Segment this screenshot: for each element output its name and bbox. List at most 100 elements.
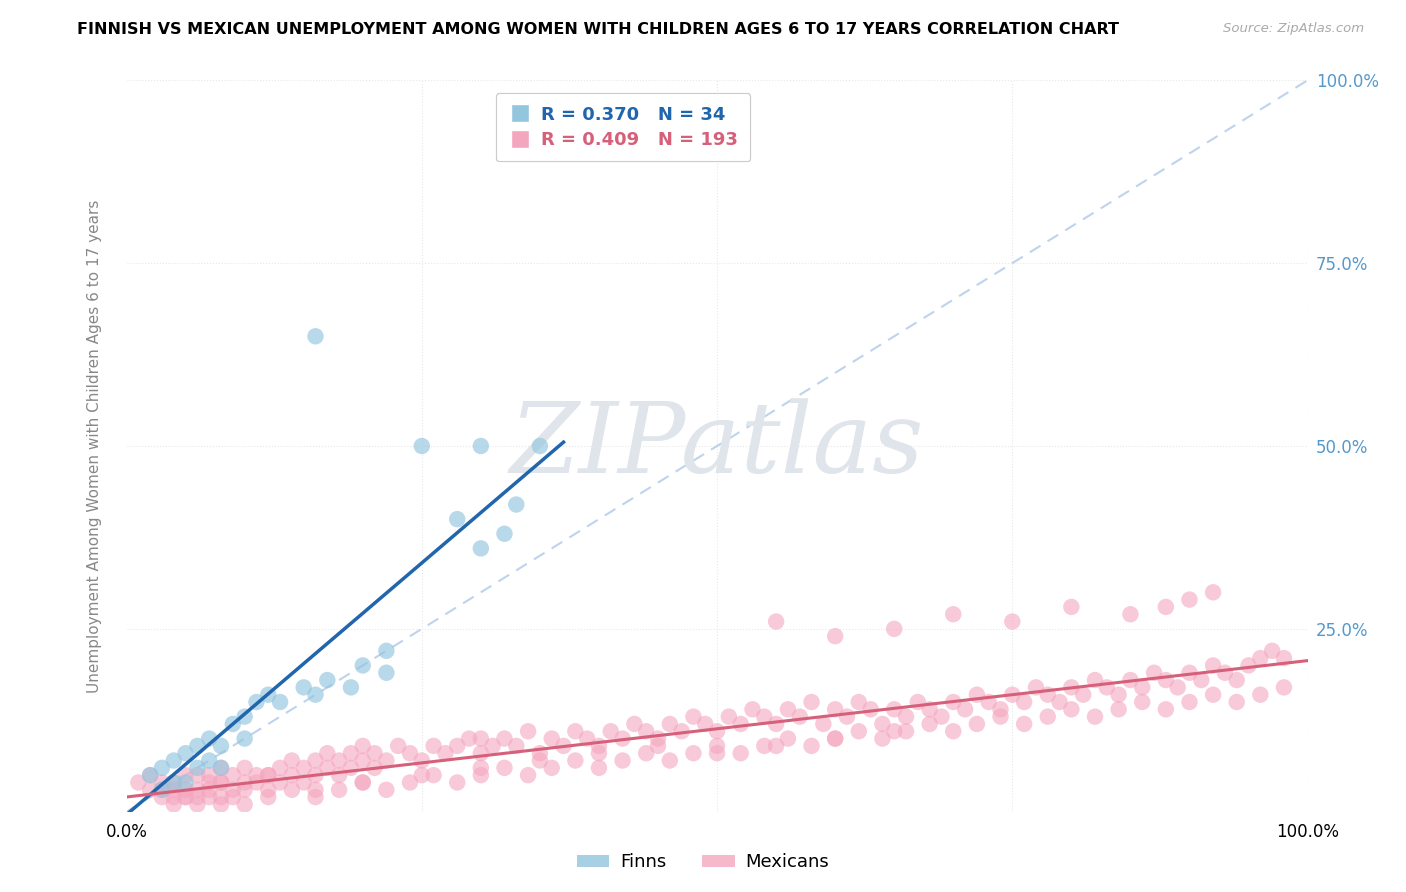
- Point: [883, 702, 905, 716]
- Point: [540, 731, 562, 746]
- Point: [741, 702, 763, 716]
- Point: [1226, 695, 1249, 709]
- Point: [245, 775, 267, 789]
- Point: [1119, 607, 1142, 622]
- Point: [824, 731, 846, 746]
- Legend: Finns, Mexicans: Finns, Mexicans: [569, 847, 837, 879]
- Point: [1060, 599, 1083, 614]
- Point: [682, 709, 704, 723]
- Point: [446, 775, 468, 789]
- Point: [1012, 717, 1035, 731]
- Point: [163, 782, 186, 797]
- Point: [1036, 688, 1059, 702]
- Point: [304, 329, 326, 343]
- Point: [470, 761, 492, 775]
- Point: [754, 739, 776, 753]
- Point: [942, 695, 965, 709]
- Point: [1189, 673, 1212, 687]
- Point: [612, 731, 634, 746]
- Point: [918, 702, 941, 716]
- Point: [163, 754, 186, 768]
- Point: [942, 724, 965, 739]
- Point: [1178, 695, 1201, 709]
- Point: [233, 775, 256, 789]
- Point: [411, 439, 433, 453]
- Point: [245, 768, 267, 782]
- Point: [872, 717, 894, 731]
- Point: [564, 754, 586, 768]
- Point: [872, 731, 894, 746]
- Point: [209, 761, 232, 775]
- Point: [966, 688, 988, 702]
- Point: [340, 761, 363, 775]
- Point: [209, 761, 232, 775]
- Point: [198, 782, 221, 797]
- Point: [281, 754, 304, 768]
- Point: [1178, 592, 1201, 607]
- Point: [304, 768, 326, 782]
- Point: [222, 717, 245, 731]
- Point: [636, 724, 658, 739]
- Point: [1178, 665, 1201, 680]
- Point: [292, 775, 315, 789]
- Point: [352, 754, 374, 768]
- Point: [588, 761, 610, 775]
- Point: [139, 768, 162, 782]
- Point: [328, 768, 350, 782]
- Point: [209, 797, 232, 812]
- Point: [918, 717, 941, 731]
- Point: [848, 724, 870, 739]
- Point: [553, 739, 575, 753]
- Point: [517, 724, 540, 739]
- Point: [316, 746, 339, 760]
- Point: [1143, 665, 1166, 680]
- Point: [163, 775, 186, 789]
- Point: [717, 709, 740, 723]
- Point: [209, 775, 232, 789]
- Point: [304, 688, 326, 702]
- Point: [647, 731, 669, 746]
- Point: [340, 681, 363, 695]
- Legend: R = 0.370   N = 34, R = 0.409   N = 193: R = 0.370 N = 34, R = 0.409 N = 193: [496, 93, 751, 161]
- Point: [281, 782, 304, 797]
- Point: [966, 717, 988, 731]
- Point: [163, 797, 186, 812]
- Point: [824, 731, 846, 746]
- Point: [754, 709, 776, 723]
- Point: [233, 761, 256, 775]
- Point: [848, 695, 870, 709]
- Point: [375, 644, 398, 658]
- Point: [765, 717, 787, 731]
- Point: [636, 746, 658, 760]
- Point: [789, 709, 811, 723]
- Point: [682, 746, 704, 760]
- Point: [375, 754, 398, 768]
- Point: [824, 629, 846, 643]
- Point: [316, 761, 339, 775]
- Point: [494, 526, 516, 541]
- Point: [269, 761, 291, 775]
- Point: [139, 768, 162, 782]
- Point: [529, 439, 551, 453]
- Point: [233, 731, 256, 746]
- Point: [352, 775, 374, 789]
- Point: [245, 695, 267, 709]
- Point: [458, 731, 481, 746]
- Point: [209, 790, 232, 805]
- Point: [281, 768, 304, 782]
- Point: [186, 768, 208, 782]
- Point: [186, 739, 208, 753]
- Point: [505, 498, 527, 512]
- Point: [953, 702, 976, 716]
- Point: [163, 790, 186, 805]
- Point: [883, 622, 905, 636]
- Point: [434, 746, 457, 760]
- Point: [990, 702, 1012, 716]
- Point: [1025, 681, 1047, 695]
- Point: [1261, 644, 1284, 658]
- Point: [1060, 681, 1083, 695]
- Point: [1213, 665, 1236, 680]
- Point: [1154, 702, 1177, 716]
- Point: [304, 754, 326, 768]
- Point: [658, 717, 681, 731]
